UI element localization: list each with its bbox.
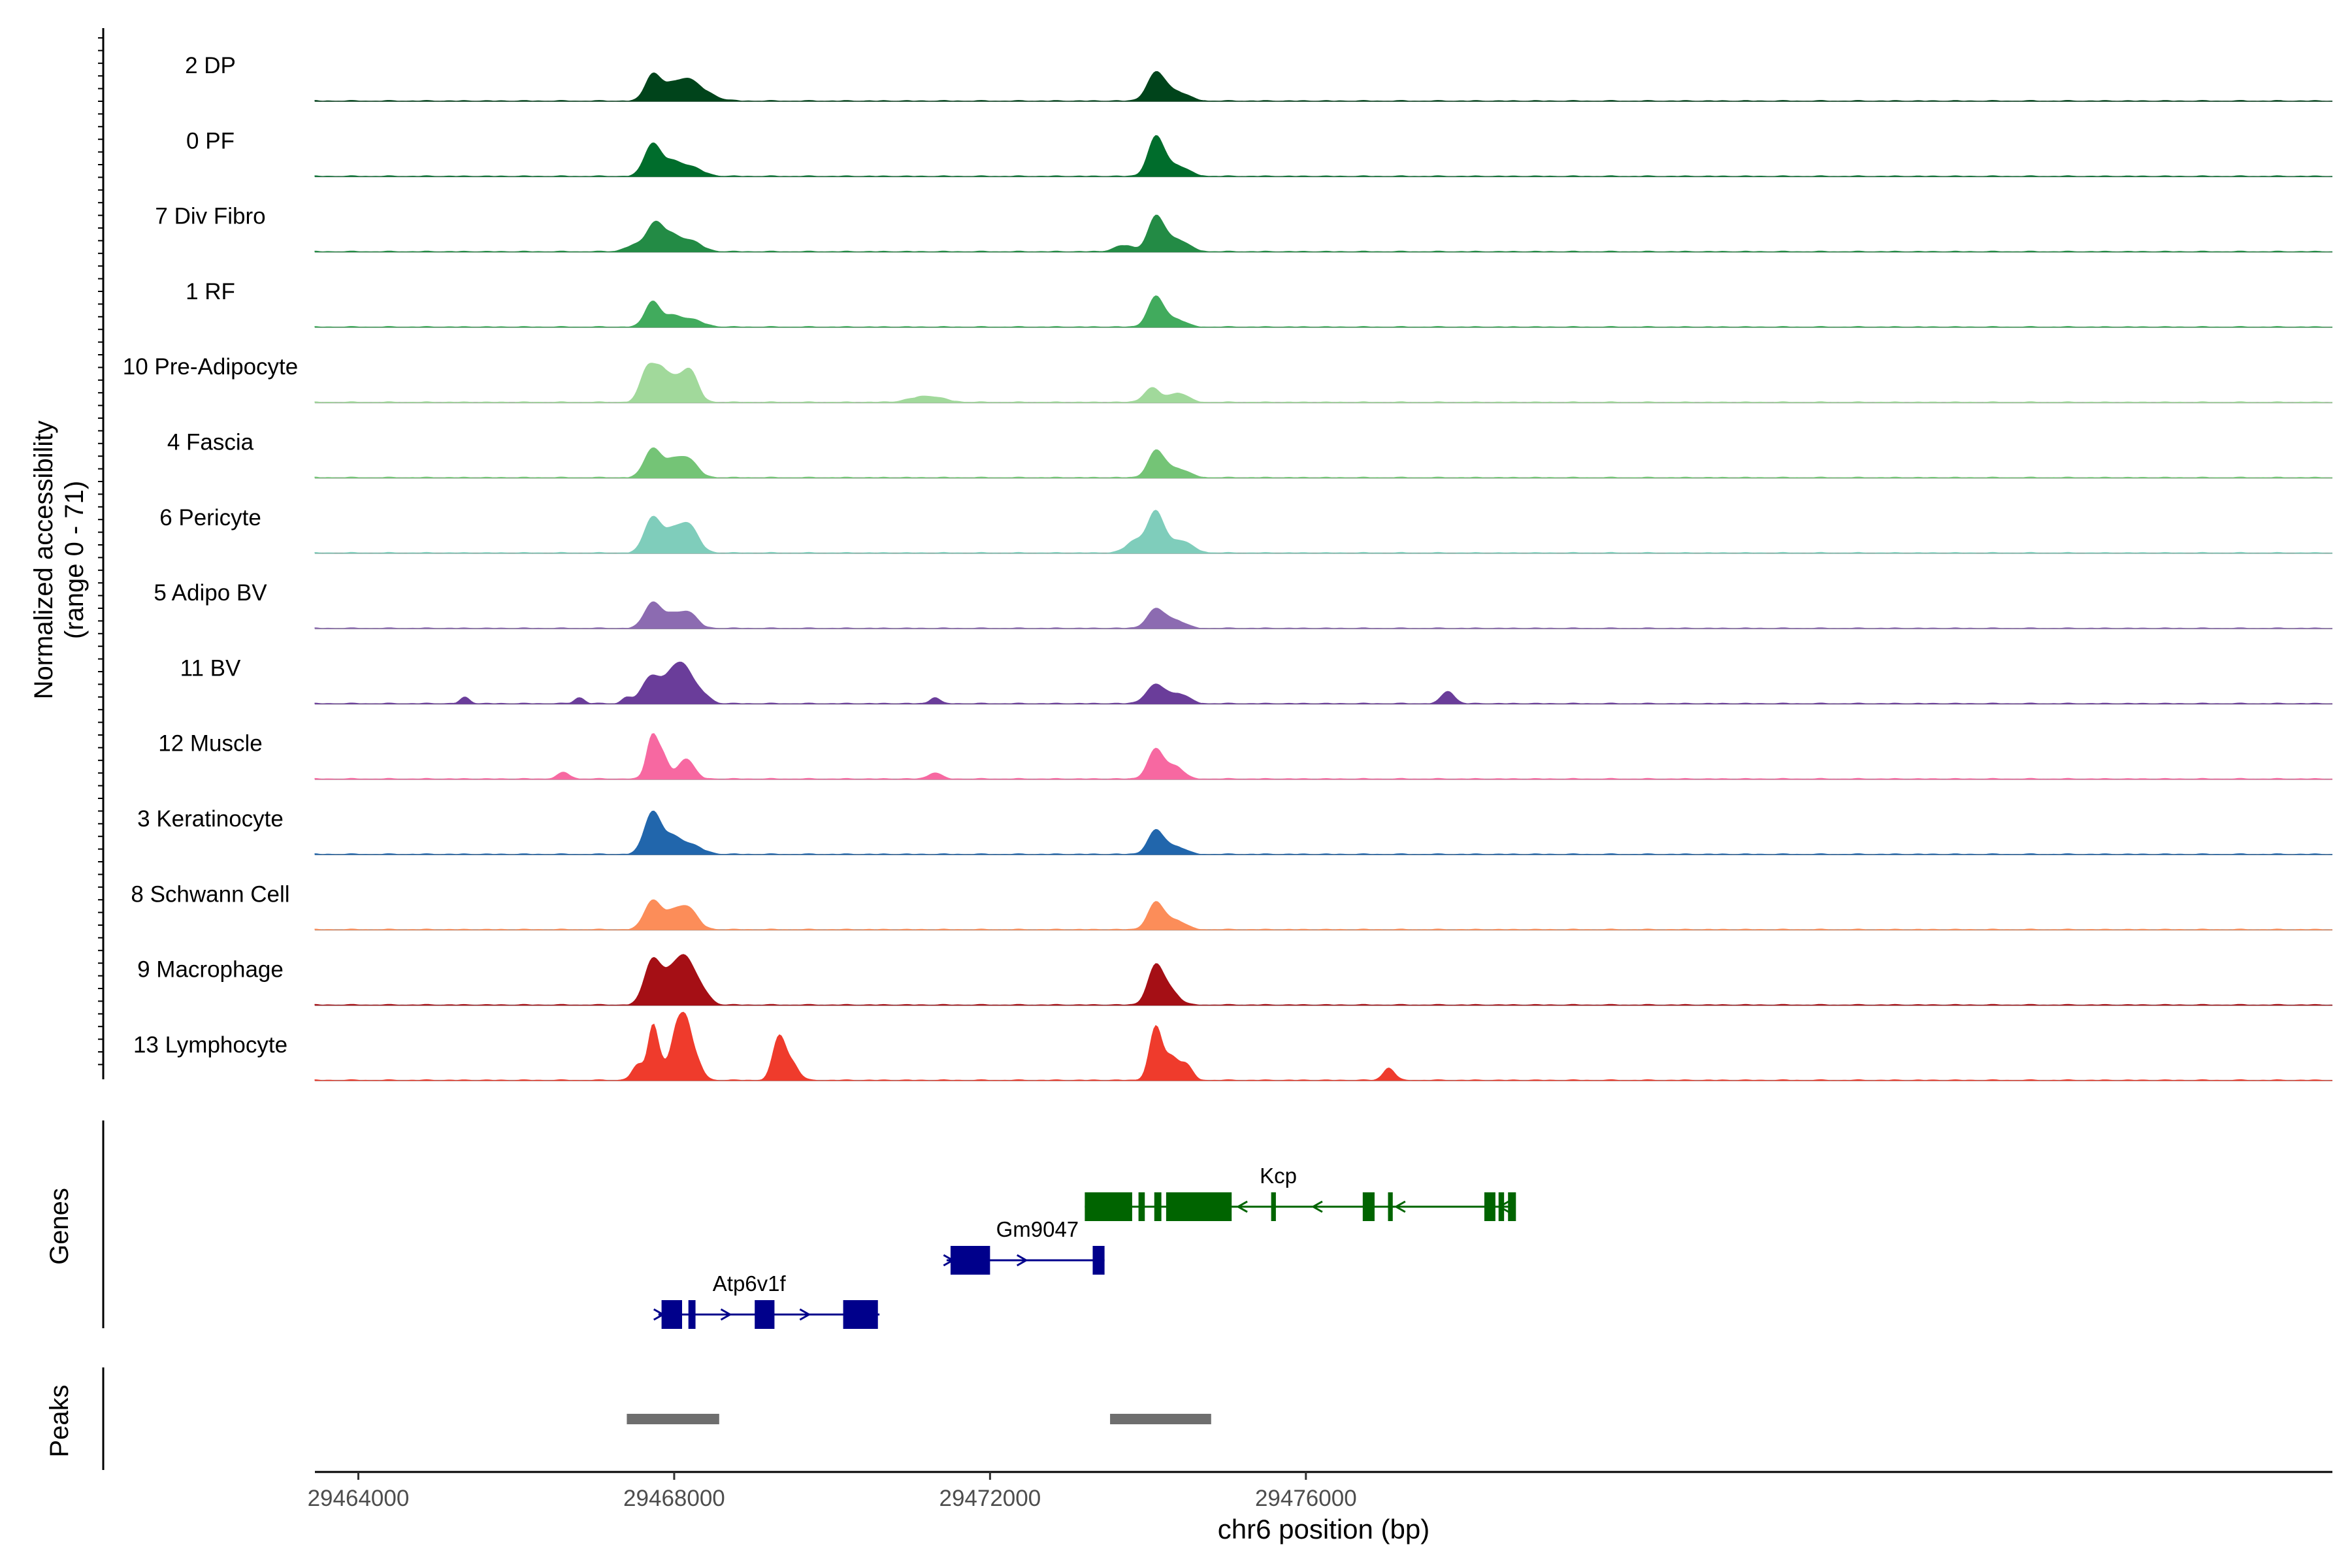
track-label: 10 Pre-Adipocyte bbox=[123, 354, 298, 380]
gene-exon bbox=[661, 1300, 683, 1329]
coverage-area bbox=[314, 661, 2333, 704]
strand-arrow bbox=[720, 1308, 732, 1321]
track-6-pericyte: 6 Pericyte bbox=[159, 505, 2333, 554]
peak-regions-track bbox=[627, 1414, 1211, 1424]
track-11-bv: 11 BV bbox=[180, 655, 2333, 705]
x-tick-label: 29476000 bbox=[1255, 1486, 1357, 1511]
gene-exon bbox=[1085, 1192, 1132, 1221]
gene-atp6v1f: Atp6v1f bbox=[653, 1271, 880, 1329]
coverage-area bbox=[314, 733, 2333, 780]
track-2-dp: 2 DP bbox=[185, 53, 2333, 102]
coverage-area bbox=[314, 899, 2333, 930]
track-12-muscle: 12 Muscle bbox=[158, 731, 2333, 780]
strand-arrow bbox=[1311, 1200, 1323, 1213]
gene-exon bbox=[1138, 1192, 1145, 1221]
peak-region-bar bbox=[627, 1414, 719, 1424]
coverage-area bbox=[314, 447, 2333, 479]
track-8-schwann-cell: 8 Schwann Cell bbox=[131, 881, 2333, 931]
coverage-area bbox=[314, 214, 2333, 253]
track-0-pf: 0 PF bbox=[186, 128, 2333, 178]
gene-exon bbox=[1388, 1192, 1393, 1221]
strand-arrow bbox=[653, 1308, 665, 1321]
x-tick-label: 29472000 bbox=[939, 1486, 1041, 1511]
coverage-area bbox=[314, 135, 2333, 177]
track-label: 7 Div Fibro bbox=[155, 204, 265, 229]
coverage-area bbox=[314, 810, 2333, 855]
track-label: 12 Muscle bbox=[158, 731, 263, 757]
gene-label: Kcp bbox=[1260, 1164, 1297, 1188]
y-axis-label-line-2: (range 0 - 71) bbox=[60, 481, 89, 639]
track-label: 1 RF bbox=[186, 279, 235, 304]
peaks-panel-label: Peaks bbox=[45, 1384, 74, 1457]
track-label: 0 PF bbox=[186, 128, 235, 154]
y-axis-label-line-1: Normalized accessibility bbox=[29, 421, 58, 700]
gene-exon bbox=[1362, 1192, 1375, 1221]
gene-exon bbox=[688, 1300, 696, 1329]
genes-panel-label: Genes bbox=[45, 1188, 74, 1265]
track-label: 2 DP bbox=[185, 53, 236, 78]
track-9-macrophage: 9 Macrophage bbox=[137, 954, 2333, 1006]
track-label: 13 Lymphocyte bbox=[133, 1032, 287, 1058]
strand-arrow bbox=[1394, 1200, 1406, 1213]
x-tick-label: 29468000 bbox=[623, 1486, 725, 1511]
x-axis-ticks: 29464000 29468000 29472000 29476000 bbox=[308, 1472, 1357, 1511]
track-7-div-fibro: 7 Div Fibro bbox=[155, 204, 2333, 253]
strand-arrow bbox=[799, 1308, 811, 1321]
strand-arrow bbox=[1236, 1200, 1248, 1213]
track-1-rf: 1 RF bbox=[186, 279, 2333, 328]
gene-kcp: Kcp bbox=[1085, 1164, 1516, 1221]
gene-exon bbox=[843, 1300, 878, 1329]
gene-exon bbox=[1166, 1192, 1232, 1221]
track-3-keratinocyte: 3 Keratinocyte bbox=[137, 806, 2333, 855]
gene-exon bbox=[755, 1300, 775, 1329]
track-label: 6 Pericyte bbox=[159, 505, 261, 531]
y-axis-ticks bbox=[98, 37, 103, 1066]
gene-exon bbox=[950, 1246, 990, 1275]
gene-exon bbox=[1154, 1192, 1162, 1221]
track-label: 4 Fascia bbox=[167, 430, 254, 455]
track-13-lymphocyte: 13 Lymphocyte bbox=[133, 1011, 2333, 1081]
track-4-fascia: 4 Fascia bbox=[167, 430, 2333, 479]
track-label: 3 Keratinocyte bbox=[137, 806, 284, 832]
peak-region-bar bbox=[1110, 1414, 1211, 1424]
gene-exon bbox=[1508, 1192, 1516, 1221]
coverage-area bbox=[314, 954, 2333, 1006]
gene-label: Atp6v1f bbox=[713, 1271, 787, 1296]
coverage-area bbox=[314, 601, 2333, 629]
track-label: 11 BV bbox=[180, 655, 241, 681]
x-axis-label: chr6 position (bp) bbox=[1218, 1514, 1430, 1544]
coverage-area bbox=[314, 363, 2333, 403]
coverage-area bbox=[314, 510, 2333, 554]
x-tick-label: 29464000 bbox=[308, 1486, 410, 1511]
gene-exon bbox=[1271, 1192, 1276, 1221]
gene-exon bbox=[1092, 1246, 1105, 1275]
strand-arrow bbox=[943, 1254, 955, 1267]
track-10-pre-adipocyte: 10 Pre-Adipocyte bbox=[123, 354, 2333, 404]
coverage-area bbox=[314, 71, 2333, 102]
coverage-area bbox=[314, 295, 2333, 328]
coverage-area bbox=[314, 1011, 2333, 1081]
track-label: 9 Macrophage bbox=[137, 957, 284, 983]
gene-exon bbox=[1484, 1192, 1495, 1221]
coverage-tracks: 2 DP 0 PF 7 Div Fibro 1 RF 10 Pre-Adipocyte 4… bbox=[123, 53, 2333, 1081]
track-5-adipo-bv: 5 Adipo BV bbox=[154, 580, 2333, 630]
gene-label: Gm9047 bbox=[996, 1217, 1079, 1241]
gene-annotation-track: Kcp Gm9047 Atp6v1f bbox=[653, 1164, 1516, 1329]
strand-arrow bbox=[1016, 1254, 1028, 1267]
gene-gm9047: Gm9047 bbox=[943, 1217, 1105, 1275]
track-label: 5 Adipo BV bbox=[154, 580, 267, 606]
strand-arrow bbox=[1497, 1200, 1509, 1213]
track-label: 8 Schwann Cell bbox=[131, 881, 289, 907]
